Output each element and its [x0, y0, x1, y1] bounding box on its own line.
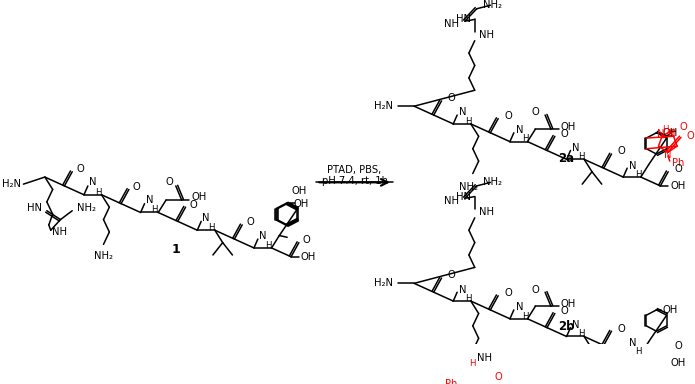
Text: PTAD, PBS,: PTAD, PBS,: [327, 165, 382, 175]
Text: N: N: [516, 125, 523, 135]
Text: H: H: [522, 312, 528, 321]
Text: OH: OH: [561, 299, 576, 309]
Text: O: O: [303, 235, 311, 245]
Text: OH: OH: [670, 181, 685, 191]
Text: N: N: [145, 195, 153, 205]
Text: OH: OH: [191, 192, 206, 202]
Text: OH: OH: [561, 122, 576, 132]
Text: N: N: [657, 129, 664, 139]
Text: O: O: [561, 129, 569, 139]
Text: O: O: [504, 111, 512, 121]
Text: H₂N: H₂N: [2, 179, 22, 189]
Text: HN: HN: [27, 203, 42, 213]
Text: N: N: [629, 338, 637, 348]
Text: NH: NH: [51, 227, 67, 237]
Text: H: H: [578, 329, 584, 338]
Text: H₂N: H₂N: [374, 278, 393, 288]
Text: NH₂: NH₂: [94, 252, 113, 262]
Text: O: O: [76, 164, 84, 174]
Text: H₂N: H₂N: [374, 101, 393, 111]
Text: H: H: [465, 294, 471, 303]
Text: O: O: [674, 341, 682, 351]
Text: 2b: 2b: [558, 320, 575, 333]
Text: N: N: [89, 177, 97, 187]
Text: O: O: [680, 122, 687, 132]
Text: H: H: [635, 347, 641, 356]
Text: OH: OH: [291, 186, 306, 196]
Text: H: H: [635, 170, 641, 179]
Text: N: N: [573, 143, 580, 153]
Text: O: O: [494, 372, 502, 382]
Text: NH: NH: [477, 353, 491, 363]
Text: OH: OH: [293, 199, 309, 209]
Text: N: N: [664, 150, 671, 160]
Text: OH: OH: [662, 128, 678, 138]
Text: N: N: [259, 230, 266, 240]
Text: N: N: [668, 129, 676, 139]
Text: N: N: [459, 285, 466, 295]
Text: NH₂: NH₂: [459, 182, 478, 192]
Text: 2a: 2a: [559, 152, 575, 165]
Text: O: O: [448, 93, 455, 103]
Text: OH: OH: [670, 358, 685, 368]
Text: HN: HN: [456, 15, 471, 25]
Text: O: O: [165, 177, 173, 187]
Text: NH₂: NH₂: [77, 203, 96, 213]
Text: O: O: [617, 146, 625, 156]
Text: H: H: [95, 188, 101, 197]
Text: N: N: [629, 161, 637, 170]
Text: O: O: [674, 164, 682, 174]
Text: NH: NH: [479, 207, 493, 217]
Text: H: H: [208, 223, 215, 232]
Text: H: H: [265, 241, 271, 250]
Text: H: H: [470, 359, 476, 369]
Text: H: H: [522, 134, 528, 144]
Text: O: O: [133, 182, 140, 192]
Text: O: O: [504, 288, 512, 298]
Text: H: H: [578, 152, 584, 161]
Text: N: N: [573, 320, 580, 330]
Text: O: O: [532, 285, 539, 295]
Text: HN: HN: [456, 192, 471, 202]
Text: NH₂: NH₂: [482, 0, 502, 10]
Text: NH: NH: [444, 19, 459, 29]
Text: NH: NH: [479, 30, 493, 40]
Text: H: H: [465, 117, 471, 126]
Text: NH₂: NH₂: [482, 177, 502, 187]
Text: 1: 1: [172, 243, 180, 256]
Text: H: H: [152, 205, 158, 214]
Text: OH: OH: [301, 252, 316, 262]
Text: O: O: [687, 131, 694, 141]
Text: H: H: [662, 125, 669, 134]
Text: Ph: Ph: [445, 379, 457, 384]
Text: O: O: [190, 200, 197, 210]
Text: Ph: Ph: [671, 158, 684, 168]
Text: pH 7.4, rt, 1h: pH 7.4, rt, 1h: [322, 175, 388, 185]
Text: O: O: [246, 217, 254, 227]
Text: O: O: [617, 324, 625, 334]
Text: N: N: [459, 108, 466, 118]
Text: O: O: [532, 108, 539, 118]
Text: N: N: [202, 213, 210, 223]
Text: OH: OH: [662, 305, 678, 315]
Text: O: O: [448, 270, 455, 280]
Text: N: N: [516, 302, 523, 312]
Text: NH: NH: [444, 196, 459, 206]
Text: O: O: [561, 306, 569, 316]
